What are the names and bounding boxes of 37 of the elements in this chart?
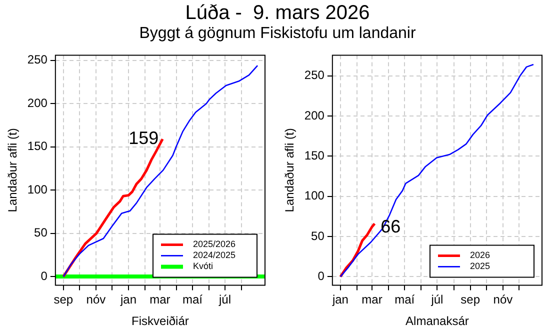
x-axis-title: Fiskveiðiár [132, 314, 189, 328]
y-tick-label: 0 [318, 268, 325, 283]
x-tick-label: nóv [86, 292, 106, 307]
y-axis-title: Landaður afli (t) [6, 128, 20, 212]
legend-label: 2025/2026 [193, 239, 236, 250]
y-tick-label: 100 [27, 182, 48, 196]
y-tick-label: 50 [34, 226, 48, 240]
x-tick-label: mar [362, 292, 382, 307]
y-tick-label: 150 [27, 139, 48, 154]
x-tick-label: maí [394, 292, 416, 307]
x-axis-title: Almanaksár [406, 314, 469, 328]
annotation: 66 [380, 216, 401, 237]
x-tick-label: mar [150, 292, 170, 307]
y-tick-label: 250 [304, 68, 325, 82]
x-tick-label: sep [460, 292, 480, 307]
y-tick-label: 200 [304, 108, 325, 122]
y-axis-title: Landaður afli (t) [282, 128, 297, 212]
legend-label: 2025 [470, 261, 490, 272]
x-tick-label: jan [331, 292, 348, 307]
y-tick-label: 0 [40, 268, 48, 283]
chart-subtitle: Byggt á gögnum Fiskistofu um landanir [138, 24, 417, 44]
legend-label: 2026 [470, 250, 490, 260]
y-tick-label: 250 [27, 52, 48, 67]
x-tick-label: maí [182, 292, 204, 307]
x-tick-label: jan [119, 292, 136, 307]
x-tick-label: júl [218, 292, 232, 307]
y-tick-label: 150 [304, 148, 325, 162]
chart-title: Lúða - 9. mars 2026 [184, 1, 371, 24]
x-tick-label: júl [430, 292, 444, 307]
y-tick-label: 50 [311, 228, 325, 243]
x-tick-label: nóv [493, 292, 513, 307]
x-tick-label: sep [54, 292, 74, 307]
y-tick-label: 100 [304, 188, 325, 203]
y-tick-label: 200 [27, 96, 48, 110]
legend-label: 2024/2025 [193, 250, 236, 260]
legend-label: Kvóti [193, 261, 214, 272]
annotation: 159 [128, 128, 159, 148]
